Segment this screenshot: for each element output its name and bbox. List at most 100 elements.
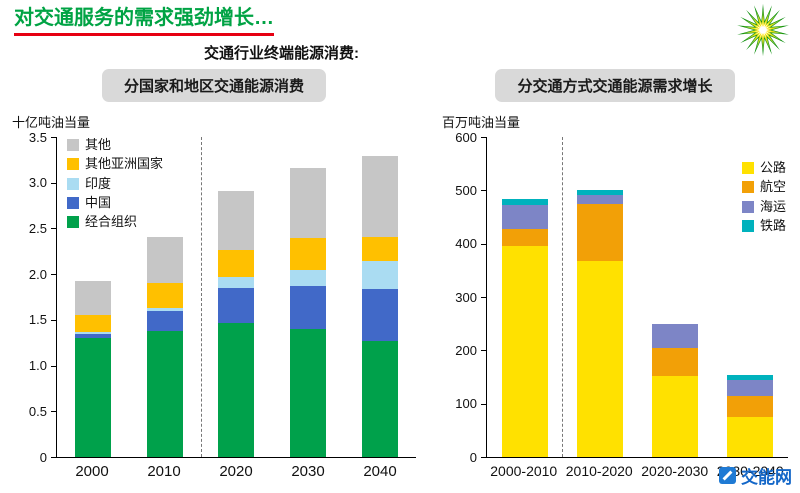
legend-item: 中国	[67, 194, 163, 210]
y-tick-mark	[481, 190, 486, 192]
bar-segment	[74, 333, 111, 339]
y-tick-label: 400	[455, 236, 477, 252]
bar-group	[487, 199, 562, 457]
y-tick-label: 1.5	[28, 312, 47, 328]
y-tick-label: 100	[455, 396, 477, 412]
legend-swatch	[741, 162, 754, 175]
bar-segment	[218, 287, 255, 323]
legend-swatch	[67, 139, 79, 152]
bar-segment	[501, 205, 548, 230]
slide-header: 对交通服务的需求强劲增长…	[0, 0, 800, 36]
y-axis: 3.5 3.0 2.5 2.0 1.5 1.0 0.5 0	[12, 131, 56, 480]
y-tick-label: 0	[469, 449, 477, 465]
y-tick-mark	[481, 297, 486, 298]
bar-segment	[146, 236, 183, 284]
bar-segment	[362, 156, 399, 237]
stacked-bar	[146, 236, 183, 457]
stacked-bar	[362, 156, 399, 457]
bar-segment	[727, 396, 774, 417]
bar-segment	[576, 261, 623, 457]
page-title: 对交通服务的需求强劲增长…	[14, 6, 274, 36]
watermark: 交能网	[719, 463, 792, 488]
bar-segment	[146, 310, 183, 331]
bar-segment	[290, 269, 327, 287]
bar-segment	[576, 190, 623, 195]
stacked-bar	[576, 190, 623, 457]
left-chart-unit-label: 十亿吨油当量	[12, 115, 91, 130]
legend-label: 印度	[85, 175, 112, 191]
legend-item: 海运	[741, 198, 786, 214]
legend-label: 航空	[759, 179, 786, 195]
y-tick-label: 0.5	[28, 403, 47, 419]
bar-segment	[362, 236, 399, 262]
legend-item: 经合组织	[67, 214, 163, 230]
y-tick-label: 3.0	[28, 175, 47, 191]
bar-segment	[501, 246, 548, 457]
bar-segment	[218, 276, 255, 288]
bar-segment	[218, 250, 255, 277]
left-chart-title: 分国家和地区交通能源消费	[101, 69, 326, 102]
bar-segment	[146, 283, 183, 308]
bar-group	[272, 168, 344, 457]
bar-group	[344, 156, 416, 457]
legend-swatch	[67, 177, 79, 190]
left-chart: 3.5 3.0 2.5 2.0 1.5 1.0 0.5 0 其他 其他亚洲国家 印度 中国 经合组织 20…	[12, 131, 416, 480]
legend-swatch	[67, 216, 79, 229]
watermark-logo-icon	[719, 467, 736, 484]
bar-group	[129, 236, 201, 457]
y-tick-mark	[51, 457, 56, 458]
legend-item: 其他	[67, 137, 163, 152]
x-tick-label: 2010-2020	[565, 463, 633, 479]
y-axis: 600 500 400 300 200 100 0	[442, 131, 486, 479]
y-tick-label: 2.0	[28, 266, 47, 282]
legend-swatch	[741, 200, 754, 213]
legend-label: 经合组织	[85, 214, 138, 230]
legend-label: 其他	[85, 137, 112, 152]
x-tick-label: 2000	[75, 463, 109, 480]
bars	[487, 137, 788, 457]
y-tick-mark	[51, 365, 56, 367]
legend-label: 铁路	[759, 217, 786, 233]
x-tick-label: 2030	[291, 463, 325, 480]
stacked-bar	[501, 199, 548, 457]
stacked-bar	[290, 168, 327, 457]
bp-helios-icon	[737, 3, 789, 57]
y-tick-mark	[51, 319, 56, 321]
y-tick-label: 500	[455, 182, 477, 198]
legend-label: 公路	[759, 160, 786, 175]
legend-label: 海运	[759, 198, 786, 214]
y-tick-mark	[51, 274, 56, 276]
left-chart-panel: 分国家和地区交通能源消费 十亿吨油当量 3.5 3.0 2.5 2.0 1.5 1.0 0.…	[12, 67, 416, 480]
bar-segment	[652, 324, 699, 348]
bar-segment	[727, 374, 774, 380]
right-chart-unit-label: 百万吨油当量	[442, 115, 521, 130]
y-tick-label: 1.0	[28, 358, 47, 374]
bar-segment	[290, 168, 327, 238]
bar-segment	[727, 379, 774, 397]
legend-item: 公路	[741, 160, 786, 175]
chart-body: 公路 航空 海运 铁路 2000-2010 2010-2020 2020-2030 2030-…	[486, 137, 788, 479]
bar-segment	[146, 330, 183, 457]
y-tick-mark	[51, 228, 56, 230]
legend-label: 其他亚洲国家	[85, 156, 164, 172]
plot-area: 其他其他亚洲国家 印度中国经合组织	[56, 137, 416, 458]
bp-logo	[734, 1, 792, 59]
forecast-divider-line	[562, 137, 564, 457]
legend-label: 中国	[85, 194, 112, 210]
bar-segment	[290, 329, 327, 457]
bar-group	[713, 374, 788, 457]
bar-group	[562, 190, 637, 457]
legend-swatch	[67, 197, 79, 210]
y-tick-label: 600	[455, 129, 477, 145]
bar-segment	[74, 315, 111, 332]
chart-body: 其他 其他亚洲国家 印度 中国 经合组织 2000 2010 2020 2030 2040	[56, 137, 416, 480]
y-tick-mark	[51, 182, 56, 184]
bar-segment	[362, 288, 399, 341]
bar-segment	[290, 237, 327, 270]
bar-segment	[146, 308, 183, 311]
y-tick-label: 2.5	[28, 220, 47, 236]
y-tick-mark	[51, 411, 56, 413]
subtitle: 交通行业终端能源消费:	[204, 45, 359, 62]
y-tick-label: 3.5	[28, 129, 47, 145]
x-tick-label: 2020	[219, 463, 253, 480]
